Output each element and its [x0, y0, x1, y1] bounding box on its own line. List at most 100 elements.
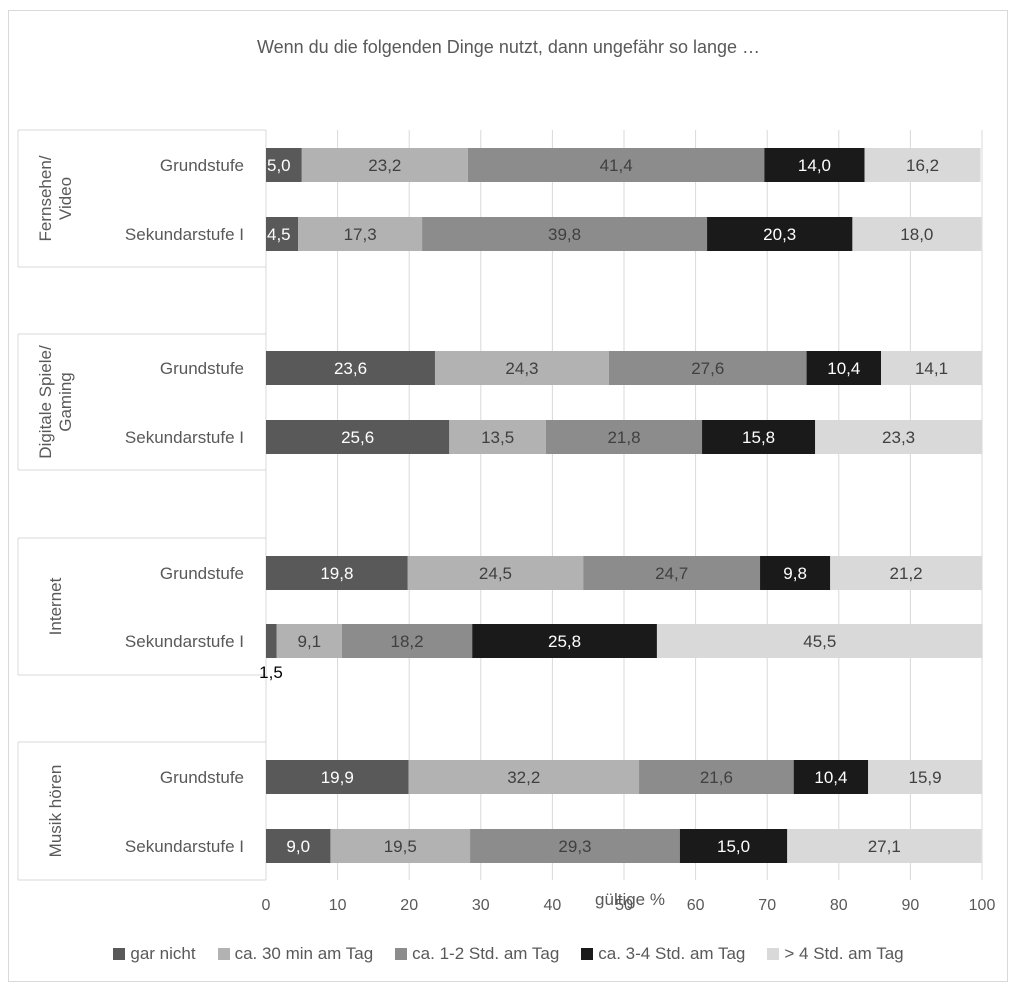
data-label: 15,0 [717, 837, 750, 856]
bar-segment [330, 829, 471, 863]
legend-label: ca. 30 min am Tag [234, 944, 374, 963]
bar-segment [434, 351, 609, 385]
data-label: 21,6 [700, 768, 733, 787]
data-label: 4,5 [267, 225, 291, 244]
legend-label: ca. 1-2 Std. am Tag [412, 944, 560, 963]
category-label: Grundstufe [160, 156, 244, 175]
data-label: 21,2 [890, 564, 923, 583]
legend-item: gar nicht [113, 942, 196, 966]
bar-segment [881, 351, 982, 385]
data-label: 19,8 [320, 564, 353, 583]
bar-segment [793, 760, 869, 794]
data-label: 9,8 [783, 564, 807, 583]
bar-segment [702, 420, 816, 454]
bar-segment [266, 556, 408, 590]
x-axis-title: gültige % [595, 890, 665, 909]
data-label: 24,7 [655, 564, 688, 583]
bar-segment [852, 217, 982, 251]
bar-segment [266, 829, 331, 863]
legend-item: ca. 3-4 Std. am Tag [581, 942, 745, 966]
x-tick-label: 70 [758, 897, 776, 914]
bar-segment [815, 420, 982, 454]
data-label: 29,3 [558, 837, 591, 856]
data-label: 39,8 [548, 225, 581, 244]
data-label: 16,2 [906, 156, 939, 175]
chart-legend: gar nicht ca. 30 min am Tag ca. 1-2 Std. a… [0, 942, 1017, 966]
data-label: 1,5 [259, 663, 283, 682]
data-label: 17,3 [344, 225, 377, 244]
legend-label: > 4 Std. am Tag [784, 944, 904, 963]
data-label: 9,1 [297, 632, 321, 651]
bar-segment [266, 217, 299, 251]
category-label: Sekundarstufe I [125, 837, 244, 856]
data-label: 13,5 [481, 428, 514, 447]
bar-segment [301, 148, 468, 182]
data-label: 32,2 [507, 768, 540, 787]
bar-segment [422, 217, 708, 251]
data-label: 21,8 [607, 428, 640, 447]
bar-segment [266, 760, 409, 794]
data-label: 18,0 [900, 225, 933, 244]
bar-segment [679, 829, 788, 863]
legend-swatch [217, 948, 230, 960]
x-tick-label: 90 [902, 897, 920, 914]
data-label: 24,5 [479, 564, 512, 583]
data-label: 15,8 [742, 428, 775, 447]
bar-segment [806, 351, 882, 385]
data-label: 19,9 [321, 768, 354, 787]
data-label: 15,9 [909, 768, 942, 787]
data-label: 9,0 [286, 837, 310, 856]
bar-segment [864, 148, 981, 182]
bar-segment [467, 148, 765, 182]
data-label: 20,3 [763, 225, 796, 244]
data-label: 14,1 [915, 359, 948, 378]
category-label: Grundstufe [160, 768, 244, 787]
x-tick-label: 60 [687, 897, 705, 914]
bar-segment [472, 624, 657, 658]
bar-segment [639, 760, 794, 794]
bar-segment [760, 556, 831, 590]
group-label: Digitale Spiele/ [36, 345, 55, 459]
x-tick-label: 80 [830, 897, 848, 914]
bar-segment [545, 420, 703, 454]
x-tick-label: 50 [615, 897, 633, 914]
data-label: 19,5 [384, 837, 417, 856]
x-tick-label: 30 [472, 897, 490, 914]
bar-segment [764, 148, 865, 182]
legend-swatch [767, 948, 780, 960]
legend-item: ca. 30 min am Tag [217, 942, 374, 966]
category-label: Grundstufe [160, 564, 244, 583]
data-label: 27,1 [868, 837, 901, 856]
bar-segment [583, 556, 761, 590]
category-label: Sekundarstufe I [125, 632, 244, 651]
data-label: 18,2 [391, 632, 424, 651]
bar-segment [341, 624, 473, 658]
bar-segment [787, 829, 982, 863]
legend-swatch [581, 948, 594, 960]
bar-segment [608, 351, 807, 385]
bar-segment [470, 829, 680, 863]
bar-segment [266, 148, 302, 182]
stacked-bar-chart: 0 10 20 30 40 50 60 70 80 90 100 Fernsehen/Video Dig… [17, 129, 995, 914]
x-tick-label: 40 [544, 897, 562, 914]
category-label: Grundstufe [160, 359, 244, 378]
group-label: Fernsehen/ [36, 155, 55, 241]
chart-title: Wenn du die folgenden Dinge nutzt, dann … [256, 37, 761, 57]
legend-swatch [395, 948, 408, 960]
x-tick-label: 0 [262, 897, 271, 914]
legend-label: gar nicht [130, 944, 196, 963]
x-tick-label: 10 [329, 897, 347, 914]
data-label: 10,4 [814, 768, 847, 787]
group-label: Video [56, 177, 75, 220]
data-label: 45,5 [803, 632, 836, 651]
bar-segment [407, 556, 584, 590]
bar-segment [868, 760, 982, 794]
legend-item: ca. 1-2 Std. am Tag [395, 942, 559, 966]
data-label: 25,8 [548, 632, 581, 651]
bar-segment [298, 217, 423, 251]
data-label: 23,6 [334, 359, 367, 378]
bar-segment [408, 760, 640, 794]
x-tick-label: 20 [400, 897, 418, 914]
data-label: 23,3 [882, 428, 915, 447]
data-label: 10,4 [827, 359, 860, 378]
